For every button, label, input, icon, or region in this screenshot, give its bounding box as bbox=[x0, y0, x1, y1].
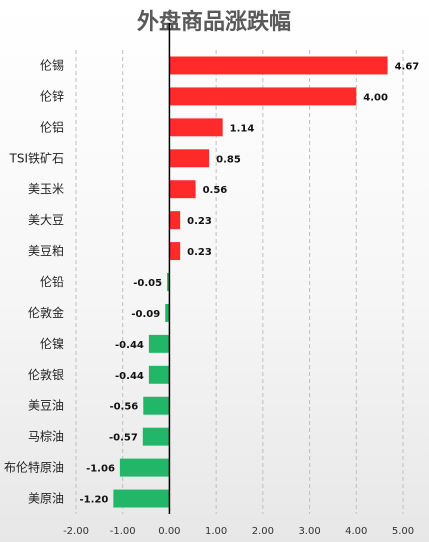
value-label: 0.23 bbox=[187, 216, 212, 227]
x-tick-label: 5.00 bbox=[392, 526, 414, 537]
value-label: 1.14 bbox=[230, 123, 255, 134]
value-label: -0.56 bbox=[109, 402, 138, 413]
value-label: -0.44 bbox=[115, 340, 144, 351]
value-label: 4.67 bbox=[395, 61, 420, 72]
bar bbox=[142, 427, 170, 446]
bar bbox=[165, 303, 170, 322]
category-label: 布伦特原油 bbox=[4, 460, 64, 475]
value-label: -1.20 bbox=[80, 495, 109, 506]
value-label: 0.85 bbox=[216, 154, 241, 165]
value-label: 0.56 bbox=[203, 185, 228, 196]
category-label: 伦铝 bbox=[40, 119, 64, 134]
value-label: -0.05 bbox=[133, 278, 162, 289]
category-label: 伦锌 bbox=[40, 88, 64, 103]
value-label: -0.09 bbox=[131, 309, 160, 320]
category-label: 伦锡 bbox=[40, 57, 64, 72]
category-label: 马棕油 bbox=[28, 429, 64, 444]
bar bbox=[169, 118, 223, 137]
bar bbox=[113, 489, 170, 508]
bar bbox=[148, 365, 170, 384]
category-label: 美大豆 bbox=[28, 213, 64, 227]
category-label: 美玉米 bbox=[28, 182, 64, 196]
bar bbox=[143, 396, 170, 415]
bar bbox=[169, 87, 357, 106]
x-tick-label: -2.00 bbox=[63, 526, 89, 537]
category-label: TSI铁矿石 bbox=[9, 151, 65, 165]
x-tick-label: 4.00 bbox=[345, 526, 367, 537]
bars bbox=[113, 56, 388, 508]
value-label: 0.23 bbox=[187, 247, 212, 258]
x-tick-labels: -2.00 -1.00 0.00 1.00 2.00 3.00 4.00 5.00 bbox=[63, 526, 414, 537]
value-label: -0.44 bbox=[115, 371, 144, 382]
category-label: 伦敦金 bbox=[28, 305, 64, 320]
value-label: -0.57 bbox=[109, 433, 138, 444]
bar bbox=[169, 242, 181, 261]
category-label: 美原油 bbox=[28, 492, 64, 506]
category-label: 伦铅 bbox=[40, 274, 64, 289]
category-label: 伦镍 bbox=[40, 336, 64, 351]
value-label: 4.00 bbox=[363, 92, 388, 103]
bar bbox=[167, 273, 170, 291]
bar bbox=[169, 211, 181, 230]
bar bbox=[169, 149, 210, 168]
x-tick-label: 1.00 bbox=[205, 526, 227, 537]
value-label: -1.06 bbox=[86, 464, 115, 475]
chart-title: 外盘商品涨跌幅 bbox=[137, 9, 291, 35]
value-labels: 4.67 4.00 1.14 0.85 0.56 0.23 0.23 -0.05 -0.09 -0… bbox=[80, 61, 420, 505]
bar bbox=[169, 180, 196, 199]
category-label: 美豆粕 bbox=[28, 243, 64, 258]
x-tick-label: 0.00 bbox=[158, 526, 180, 537]
x-tick-label: 2.00 bbox=[252, 526, 274, 537]
x-tick-label: -1.00 bbox=[110, 526, 136, 537]
bar bbox=[148, 334, 170, 353]
x-tick-label: 3.00 bbox=[298, 526, 320, 537]
grid-lines bbox=[75, 50, 404, 514]
category-label: 美豆油 bbox=[28, 399, 64, 413]
bar bbox=[169, 56, 388, 75]
bar bbox=[119, 458, 170, 477]
category-label: 伦敦银 bbox=[28, 367, 64, 382]
